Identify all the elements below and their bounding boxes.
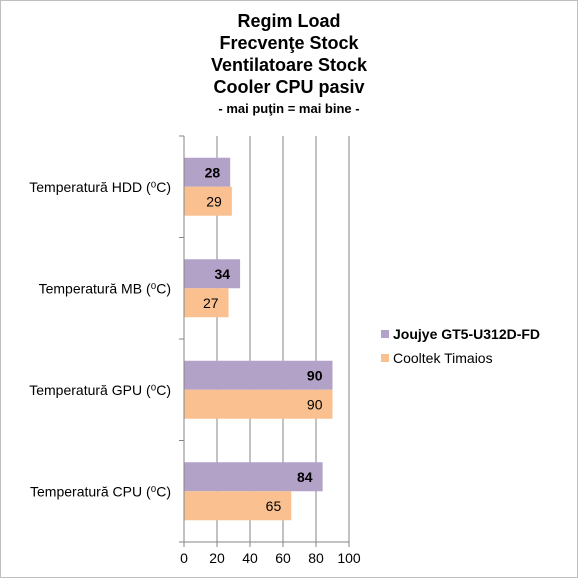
chart-title-line-3: Ventilatoare Stock	[210, 55, 368, 75]
labels: 28 29 Temperatură HDD (⁰C) 34 27 Temperatură …	[29, 164, 361, 566]
data-label-s1-c2: 90	[307, 396, 323, 412]
bar-s0-c2	[184, 360, 333, 390]
chart-title-line-4: Cooler CPU pasiv	[213, 77, 365, 97]
legend-swatch-cooltek	[381, 354, 389, 362]
x-tick-label-80: 80	[308, 550, 324, 566]
legend-label-cooltek: Cooltek Timaios	[393, 350, 493, 366]
legend-item-joujye: Joujye GT5-U312D-FD	[381, 322, 540, 346]
bar-s0-c0	[184, 157, 231, 187]
chart-title-line-1: Regim Load	[237, 11, 341, 31]
legend-swatch-joujye	[381, 330, 389, 338]
data-label-s0-c1: 34	[215, 266, 231, 282]
data-label-s0-c0: 28	[205, 164, 221, 180]
category-label-0: Temperatură HDD (⁰C)	[29, 179, 171, 195]
bar-s1-c2	[184, 389, 333, 419]
bars	[184, 157, 333, 521]
chart-subtitle: - mai puţin = mai bine -	[218, 101, 360, 116]
legend-label-joujye: Joujye GT5-U312D-FD	[393, 326, 541, 342]
category-label-1: Temperatură MB (⁰C)	[39, 280, 171, 296]
category-label-3: Temperatură CPU (⁰C)	[30, 483, 171, 499]
bar-s0-c3	[184, 462, 323, 492]
data-label-s0-c3: 84	[297, 469, 313, 485]
bar-s1-c1	[184, 288, 229, 318]
bar-s1-c3	[184, 491, 292, 521]
bar-s1-c0	[184, 186, 232, 216]
bar-s0-c1	[184, 259, 241, 289]
data-label-s1-c0: 29	[206, 193, 222, 209]
data-label-s1-c3: 65	[266, 498, 282, 514]
x-tick-label-40: 40	[242, 550, 258, 566]
x-tick-label-20: 20	[209, 550, 225, 566]
axes	[179, 135, 350, 547]
data-label-s1-c1: 27	[203, 295, 219, 311]
data-label-s0-c2: 90	[307, 367, 323, 383]
legend: Joujye GT5-U312D-FD Cooltek Timaios	[381, 322, 540, 370]
x-tick-label-100: 100	[337, 550, 361, 566]
x-tick-label-60: 60	[275, 550, 291, 566]
category-label-2: Temperatură GPU (⁰C)	[29, 382, 171, 398]
legend-item-cooltek: Cooltek Timaios	[381, 346, 540, 370]
x-tick-label-0: 0	[180, 550, 188, 566]
chart-title-line-2: Frecvenţe Stock	[219, 33, 359, 53]
